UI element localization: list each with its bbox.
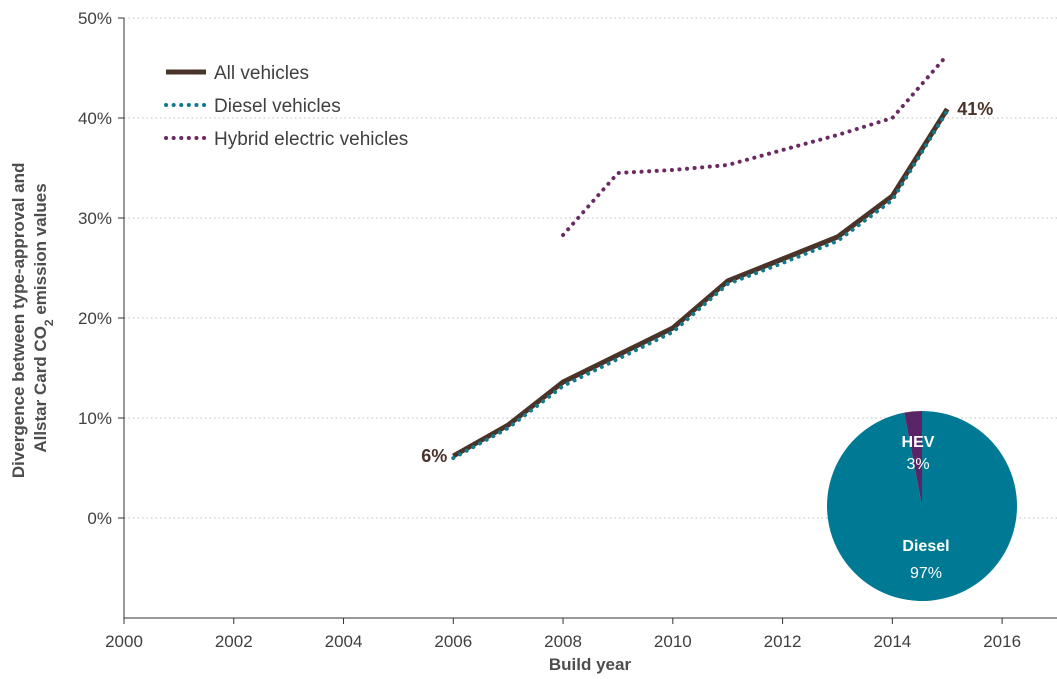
series-layer [451,53,950,460]
pie-label-hev: HEV [902,434,935,451]
y-tick-label: 30% [78,209,112,228]
pie-slice-diesel [826,411,1017,601]
y-tick-label: 50% [78,9,112,28]
y-axis-title-suffix: emission values [31,183,50,319]
x-tick-label: 2006 [434,632,472,651]
y-axis-title-line1: Divergence between type-approval and [9,163,28,479]
y-axis-title-prefix: Allstar Card CO [31,326,50,453]
x-tick-label: 2000 [105,632,143,651]
x-tick-label: 2010 [654,632,692,651]
pie-slice-hev [904,411,922,506]
pie-pct-diesel: 97% [910,565,942,582]
axis-layer: 0% 10% 20% 30% 40% 50% 2000 2002 2004 2006 2008 201… [78,9,1057,651]
data-label: 41% [957,99,993,119]
annotation-layer: 6% 41% [421,99,993,466]
y-axis-title-subscript: 2 [42,319,56,326]
x-tick-label: 2004 [325,632,363,651]
series-line-diesel-vehicles [451,109,950,460]
x-tick-label: 2012 [764,632,802,651]
data-label: 6% [421,446,447,466]
y-axis-title: Divergence between type-approval and All… [9,158,56,478]
y-tick-label: 10% [78,409,112,428]
legend-label: All vehicles [214,63,309,84]
x-tick-label: 2014 [873,632,911,651]
x-axis-title: Build year [549,655,632,674]
pie-pct-hev: 3% [906,456,929,473]
y-tick-label: 40% [78,109,112,128]
y-axis-title-line2: Allstar Card CO2 emission values [31,183,56,452]
inset-pie-chart: HEV 3% Diesel 97% [826,411,1017,601]
series-line-all-vehicles [452,107,950,459]
pie-label-diesel: Diesel [902,538,949,555]
legend-label: Diesel vehicles [214,96,341,117]
x-tick-label: 2008 [544,632,582,651]
series-line-hybrid-electric-vehicles [561,53,950,237]
y-tick-label: 0% [87,509,112,528]
x-tick-label: 2016 [983,632,1021,651]
x-tick-label: 2002 [215,632,253,651]
y-tick-label: 20% [78,309,112,328]
legend: All vehicles Diesel vehicles Hybrid electr… [164,63,408,150]
legend-label: Hybrid electric vehicles [214,129,408,150]
